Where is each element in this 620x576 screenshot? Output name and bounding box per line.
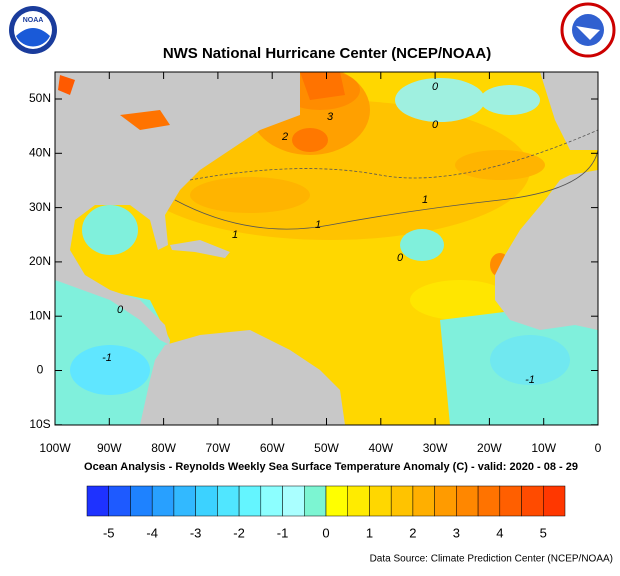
contour-label: 1 <box>422 194 428 206</box>
caption: Ocean Analysis - Reynolds Weekly Sea Sur… <box>84 461 578 473</box>
map <box>55 72 598 425</box>
lon-label: 100W <box>39 441 71 455</box>
colorbar-swatch <box>260 485 283 517</box>
colorbar-swatch <box>456 485 479 517</box>
lat-label: 10N <box>29 308 51 322</box>
colorbar-swatch <box>499 485 522 517</box>
contour-label: 0 <box>432 119 439 131</box>
colorbar-label: -4 <box>146 525 158 540</box>
lon-label: 50W <box>314 441 339 455</box>
colorbar-swatch <box>543 485 566 517</box>
lon-label: 70W <box>206 441 231 455</box>
colorbar-swatch <box>347 485 370 517</box>
lat-label: 40N <box>29 145 51 159</box>
colorbar-label: -1 <box>277 525 289 540</box>
lon-label: 10W <box>531 441 556 455</box>
colorbar-swatch <box>412 485 435 517</box>
colorbar-label: 5 <box>540 525 547 540</box>
lon-label: 30W <box>423 441 448 455</box>
colorbar-label: 4 <box>496 525 503 540</box>
lat-label: 30N <box>29 200 51 214</box>
contour-label: 0 <box>397 252 404 264</box>
lon-label: 20W <box>477 441 502 455</box>
colorbar-swatch <box>195 485 218 517</box>
colorbar-label: 2 <box>409 525 416 540</box>
colorbar-swatch <box>521 485 544 517</box>
contour-label: 0 <box>117 304 124 316</box>
colorbar-label: -3 <box>190 525 202 540</box>
colorbar-swatch <box>390 485 414 517</box>
lon-label: 60W <box>260 441 285 455</box>
data-source: Data Source: Climate Prediction Center (… <box>370 554 613 565</box>
lat-label: 0 <box>37 363 44 377</box>
contour-label: -1 <box>525 374 535 386</box>
colorbar-swatch <box>369 485 392 517</box>
colorbar-label: 0 <box>322 525 329 540</box>
title: NWS National Hurricane Center (NCEP/NOAA… <box>163 45 491 62</box>
lat-label: 20N <box>29 254 51 268</box>
colorbar-swatch <box>304 485 327 517</box>
noaa-logo: NOAA <box>9 6 57 54</box>
colorbar-swatch <box>282 485 305 517</box>
colorbar-swatch <box>217 485 240 517</box>
lat-label: 50N <box>29 91 51 105</box>
contour-label: -1 <box>102 352 112 364</box>
colorbar-swatch <box>325 485 348 517</box>
contour-label: 3 <box>327 111 334 123</box>
lon-label: 0 <box>595 441 602 455</box>
colorbar-swatch <box>434 485 457 517</box>
contour-label: 2 <box>281 131 288 143</box>
colorbar-swatch <box>86 485 109 517</box>
colorbar-swatch <box>151 485 175 517</box>
lon-label: 80W <box>151 441 176 455</box>
logo-text: NOAA <box>23 17 44 24</box>
colorbar-label: 3 <box>453 525 460 540</box>
colorbar-label: 1 <box>366 525 373 540</box>
colorbar-swatch <box>108 485 131 517</box>
colorbar-swatch <box>238 485 262 517</box>
contour-label: 0 <box>432 81 439 93</box>
lat-label: 10S <box>29 417 50 431</box>
colorbar-label: -5 <box>103 525 115 540</box>
contour-label: 1 <box>315 219 321 231</box>
contour-label: 1 <box>232 229 238 241</box>
nws-logo <box>560 2 616 58</box>
colorbar-label: -2 <box>233 525 245 540</box>
colorbar-swatch <box>130 485 153 517</box>
lon-label: 90W <box>97 441 122 455</box>
lon-label: 40W <box>368 441 393 455</box>
colorbar-swatch <box>477 485 501 517</box>
colorbar-swatch <box>173 485 196 517</box>
